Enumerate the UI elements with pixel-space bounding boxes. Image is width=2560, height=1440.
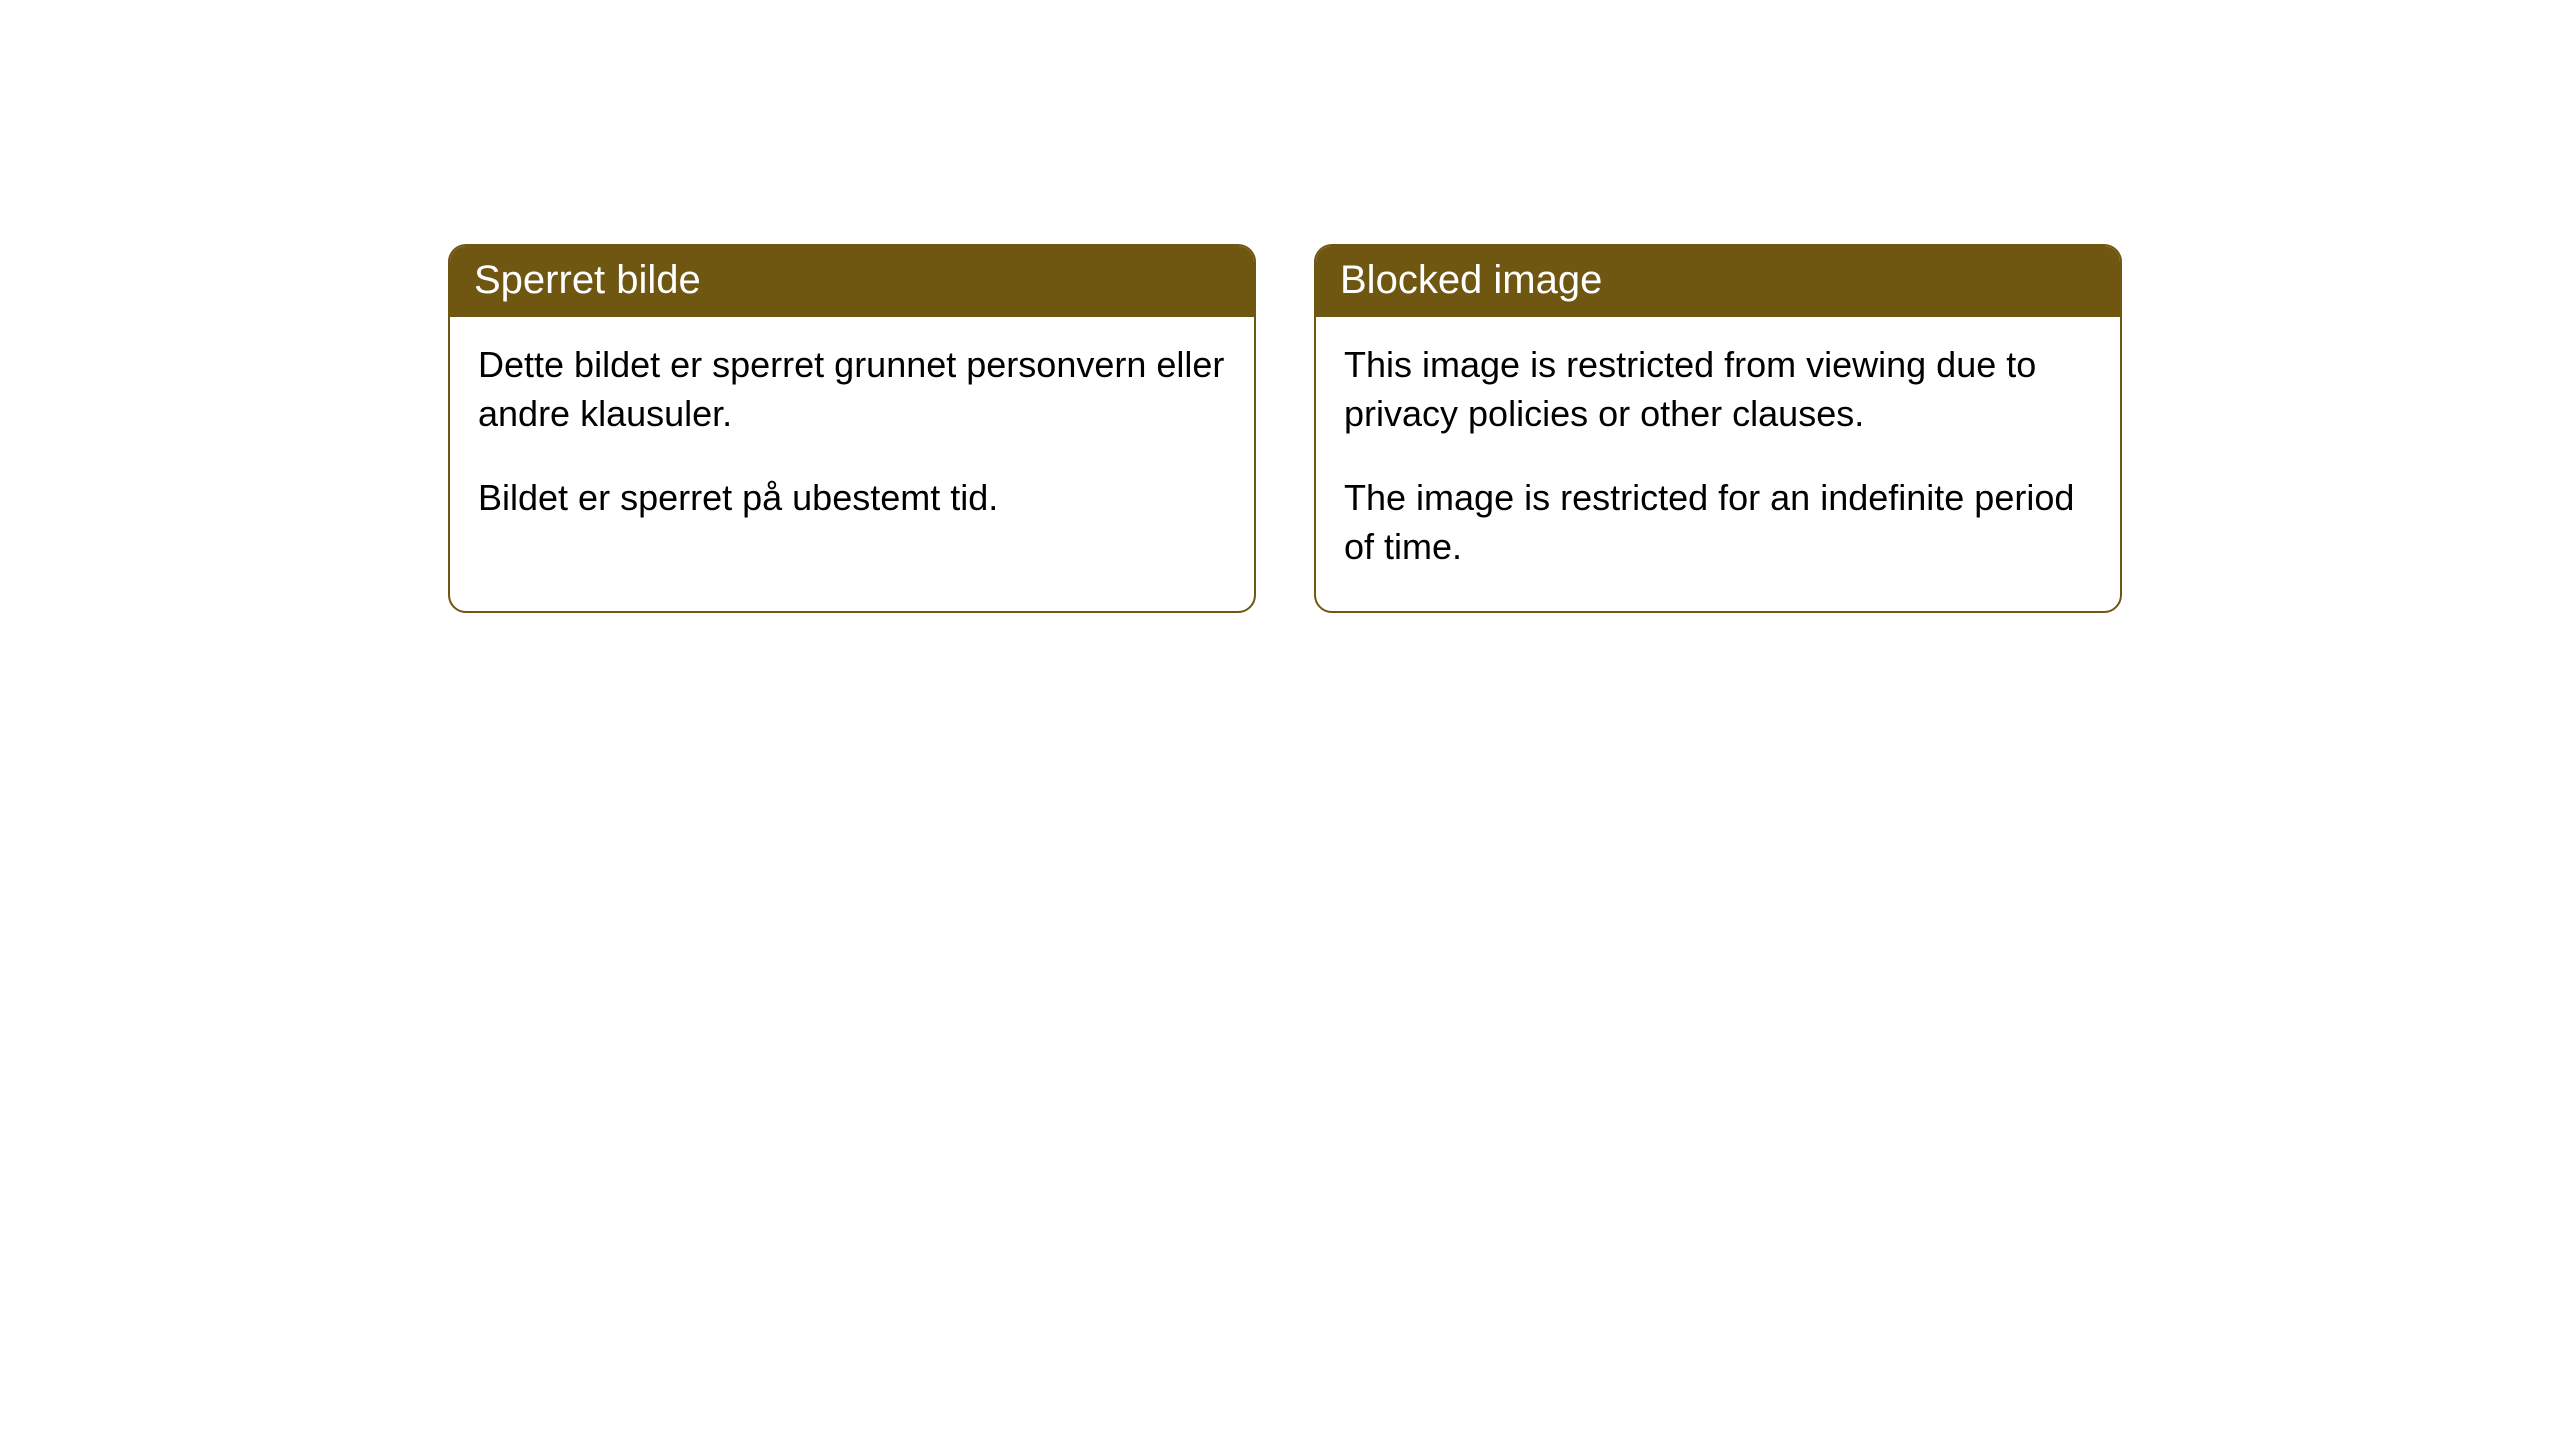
- notice-container: Sperret bilde Dette bildet er sperret gr…: [448, 244, 2560, 613]
- card-title-no: Sperret bilde: [474, 258, 701, 302]
- card-text-en-2: The image is restricted for an indefinit…: [1344, 474, 2092, 571]
- card-header-en: Blocked image: [1316, 246, 2120, 317]
- card-text-no-2: Bildet er sperret på ubestemt tid.: [478, 474, 1226, 523]
- card-text-en-1: This image is restricted from viewing du…: [1344, 341, 2092, 438]
- card-text-no-1: Dette bildet er sperret grunnet personve…: [478, 341, 1226, 438]
- card-header-no: Sperret bilde: [450, 246, 1254, 317]
- card-body-en: This image is restricted from viewing du…: [1316, 317, 2120, 611]
- blocked-image-card-en: Blocked image This image is restricted f…: [1314, 244, 2122, 613]
- card-body-no: Dette bildet er sperret grunnet personve…: [450, 317, 1254, 563]
- blocked-image-card-no: Sperret bilde Dette bildet er sperret gr…: [448, 244, 1256, 613]
- card-title-en: Blocked image: [1340, 258, 1602, 302]
